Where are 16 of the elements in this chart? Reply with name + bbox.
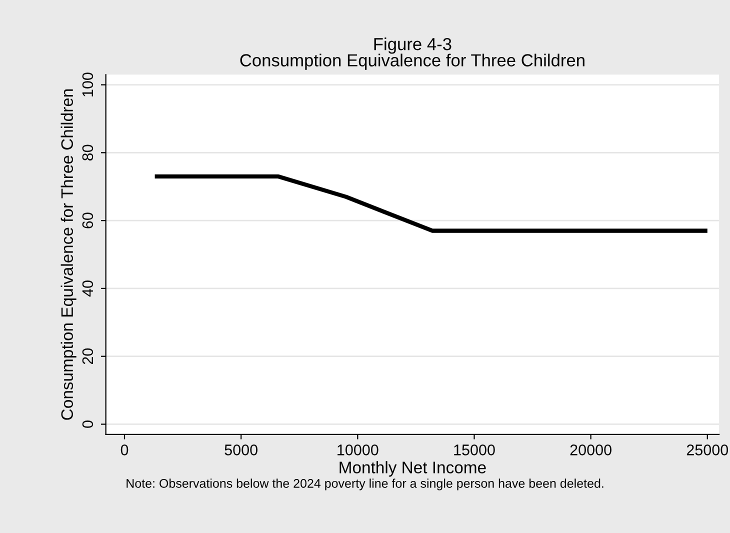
- y-axis-title: Consumption Equivalence for Three Children: [60, 89, 76, 420]
- y-tick-label: 40: [82, 280, 94, 297]
- x-tick-label: 20000: [570, 444, 612, 456]
- y-tick-label: 100: [82, 72, 94, 96]
- y-tick-label: 80: [82, 144, 94, 161]
- x-tick-label: 25000: [686, 444, 728, 456]
- y-tick-label: 60: [82, 212, 94, 228]
- x-axis-title: Monthly Net Income: [340, 461, 486, 477]
- x-tick-label: 15000: [454, 444, 495, 456]
- x-tick-label: 0: [120, 444, 128, 456]
- x-tick-label: 5000: [224, 444, 258, 456]
- chart-title: Figure 4-3 Consumption Equivalence for Three Children: [240, 38, 584, 70]
- x-tick-label: 10000: [338, 444, 378, 456]
- text: Note: Observations below the 2024 poverty line for a single person have been deleted.: [126, 478, 604, 490]
- y-tick-label: 0: [82, 420, 94, 428]
- y-tick-label: 20: [82, 348, 94, 364]
